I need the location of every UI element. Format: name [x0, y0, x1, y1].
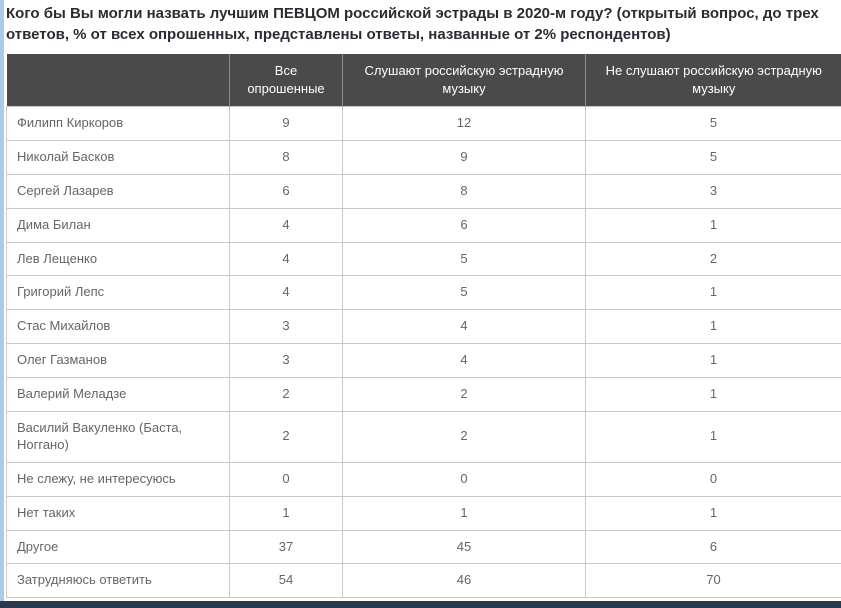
row-label: Лев Лещенко — [6, 241, 230, 277]
table-row: Василий Вакуленко (Баста, Ноггано) 2 2 1 — [6, 411, 841, 463]
cell-non-listeners: 2 — [585, 241, 841, 277]
cell-listeners: 1 — [342, 495, 586, 531]
cell-listeners: 9 — [342, 139, 586, 175]
cell-listeners: 2 — [342, 377, 586, 413]
row-label: Григорий Лепс — [6, 275, 230, 311]
row-label: Затрудняюсь ответить — [6, 563, 230, 599]
left-edge-strip — [0, 0, 4, 608]
table-row: Григорий Лепс 4 5 1 — [6, 275, 841, 311]
row-label: Олег Газманов — [6, 343, 230, 379]
cell-listeners: 12 — [342, 106, 586, 141]
cell-listeners: 0 — [342, 461, 586, 497]
table-row: Лев Лещенко 4 5 2 — [6, 241, 841, 277]
poll-results-table: Все опрошенные Слушают российскую эстрад… — [6, 54, 841, 599]
header-blank-cell — [6, 54, 230, 107]
cell-listeners: 4 — [342, 309, 586, 345]
cell-all: 3 — [229, 309, 343, 345]
table-row: Нет таких 1 1 1 — [6, 495, 841, 531]
cell-non-listeners: 70 — [585, 563, 841, 599]
cell-non-listeners: 1 — [585, 275, 841, 311]
row-label: Стас Михайлов — [6, 309, 230, 345]
table-row: Дима Билан 4 6 1 — [6, 207, 841, 243]
cell-non-listeners: 1 — [585, 411, 841, 463]
table-row: Олег Газманов 3 4 1 — [6, 343, 841, 379]
bottom-edge-strip — [0, 601, 841, 608]
cell-listeners: 5 — [342, 241, 586, 277]
cell-all: 54 — [229, 563, 343, 599]
row-label: Василий Вакуленко (Баста, Ноггано) — [6, 411, 230, 463]
row-label: Нет таких — [6, 495, 230, 531]
cell-non-listeners: 1 — [585, 207, 841, 243]
cell-non-listeners: 1 — [585, 377, 841, 413]
cell-all: 4 — [229, 207, 343, 243]
header-all-respondents: Все опрошенные — [229, 54, 343, 107]
table-row: Валерий Меладзе 2 2 1 — [6, 377, 841, 413]
cell-all: 3 — [229, 343, 343, 379]
row-label: Николай Басков — [6, 139, 230, 175]
cell-all: 37 — [229, 529, 343, 565]
cell-non-listeners: 5 — [585, 106, 841, 141]
cell-all: 2 — [229, 411, 343, 463]
row-label: Другое — [6, 529, 230, 565]
table-row: Сергей Лазарев 6 8 3 — [6, 173, 841, 209]
cell-listeners: 46 — [342, 563, 586, 599]
table-row: Не слежу, не интересуюсь 0 0 0 — [6, 461, 841, 497]
cell-listeners: 2 — [342, 411, 586, 463]
table-row: Николай Басков 8 9 5 — [6, 139, 841, 175]
cell-non-listeners: 5 — [585, 139, 841, 175]
cell-non-listeners: 1 — [585, 495, 841, 531]
cell-non-listeners: 1 — [585, 343, 841, 379]
cell-non-listeners: 3 — [585, 173, 841, 209]
row-label: Валерий Меладзе — [6, 377, 230, 413]
cell-all: 0 — [229, 461, 343, 497]
cell-non-listeners: 1 — [585, 309, 841, 345]
page-title: Кого бы Вы могли назвать лучшим ПЕВЦОМ р… — [6, 5, 819, 43]
cell-listeners: 6 — [342, 207, 586, 243]
table-row: Затрудняюсь ответить 54 46 70 — [6, 563, 841, 599]
row-label: Не слежу, не интересуюсь — [6, 461, 230, 497]
table-header: Все опрошенные Слушают российскую эстрад… — [6, 54, 841, 107]
cell-non-listeners: 0 — [585, 461, 841, 497]
table-body: Филипп Киркоров 9 12 5 Николай Басков 8 … — [6, 106, 841, 599]
row-label: Сергей Лазарев — [6, 173, 230, 209]
cell-non-listeners: 6 — [585, 529, 841, 565]
row-label: Филипп Киркоров — [6, 106, 230, 141]
header-row: Все опрошенные Слушают российскую эстрад… — [6, 54, 841, 107]
cell-listeners: 4 — [342, 343, 586, 379]
cell-all: 4 — [229, 275, 343, 311]
cell-listeners: 8 — [342, 173, 586, 209]
cell-all: 1 — [229, 495, 343, 531]
table-row: Другое 37 45 6 — [6, 529, 841, 565]
cell-all: 8 — [229, 139, 343, 175]
cell-all: 9 — [229, 106, 343, 141]
header-non-listeners: Не слушают российскую эстрадную музыку — [585, 54, 841, 107]
cell-all: 6 — [229, 173, 343, 209]
cell-listeners: 5 — [342, 275, 586, 311]
cell-all: 4 — [229, 241, 343, 277]
header-listeners: Слушают российскую эстрадную музыку — [342, 54, 586, 107]
table-row: Филипп Киркоров 9 12 5 — [6, 106, 841, 141]
cell-all: 2 — [229, 377, 343, 413]
row-label: Дима Билан — [6, 207, 230, 243]
cell-listeners: 45 — [342, 529, 586, 565]
table-row: Стас Михайлов 3 4 1 — [6, 309, 841, 345]
